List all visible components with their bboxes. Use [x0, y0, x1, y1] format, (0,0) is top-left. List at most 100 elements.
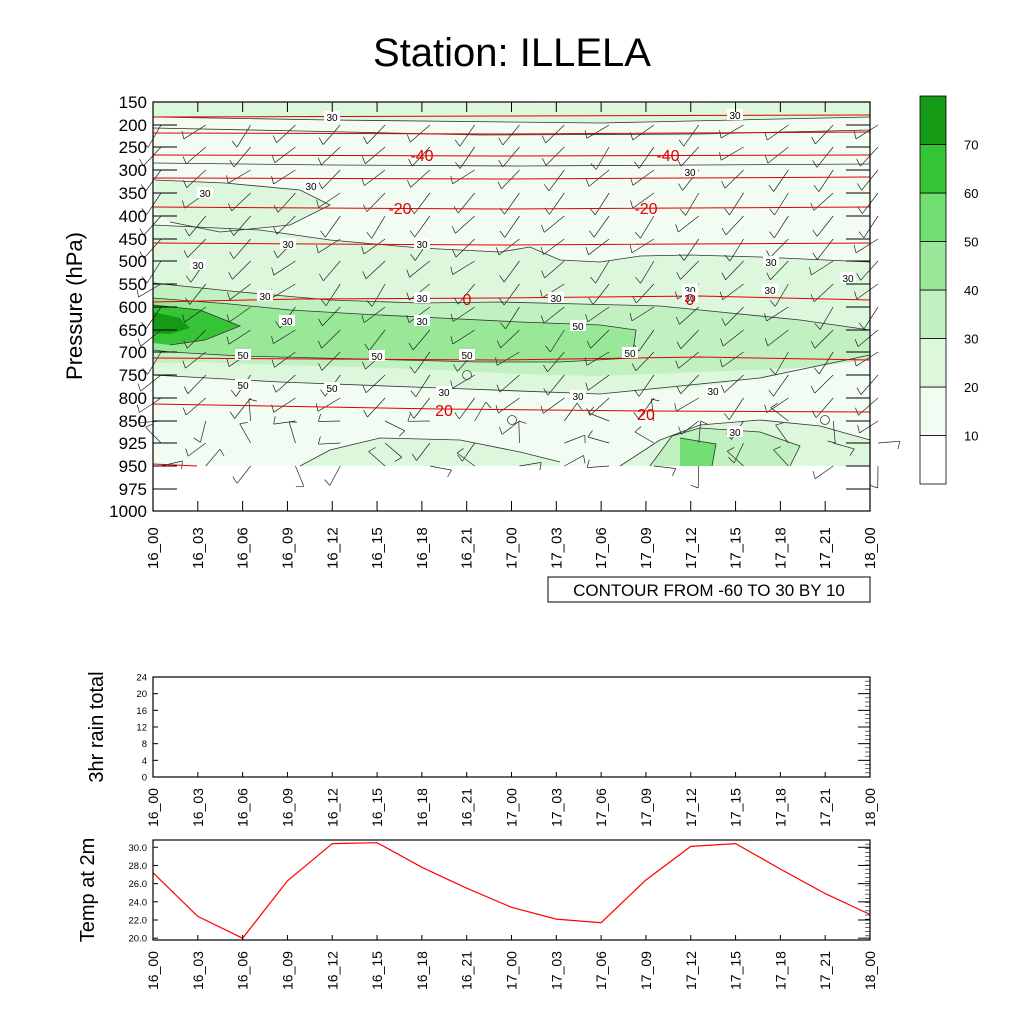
wind-barb-flag: [586, 459, 590, 468]
rain-y-tick-label: 24: [136, 673, 147, 684]
wind-barb: [295, 465, 305, 487]
contour-line: [154, 179, 331, 233]
fill-band: [153, 312, 190, 334]
wind-barb: [228, 329, 251, 345]
wind-barb: [414, 215, 431, 238]
wind-barb: [138, 283, 162, 298]
wind-barb-flag: [768, 389, 774, 397]
green-contour-label: 30: [282, 240, 294, 251]
wind-barb-flag: [452, 249, 457, 258]
wind-barb-flag: [140, 184, 146, 192]
wind-barb-flag: [810, 341, 816, 349]
wind-barb: [638, 374, 655, 397]
wind-barb-flag: [271, 154, 276, 163]
wind-barb-flag: [811, 136, 816, 145]
wind-barb: [590, 329, 610, 349]
colorbar-swatch: [919, 241, 947, 291]
wind-barb-flag: [499, 298, 505, 306]
wind-barb-flag: [229, 228, 234, 236]
wind-barb-flag: [812, 229, 818, 237]
wind-barb-flag: [719, 152, 722, 161]
wind-barb: [459, 124, 475, 147]
wind-barb: [680, 146, 700, 167]
wind-barb: [409, 260, 431, 278]
contour-label-bg: [279, 315, 295, 326]
rain-y-tick-label: 12: [136, 723, 147, 734]
wind-barb-flag: [810, 202, 815, 211]
temp-contour-label: -40: [410, 148, 433, 165]
wind-barb-flag: [362, 361, 366, 370]
contour-line: [152, 297, 637, 363]
wind-barb: [856, 351, 879, 367]
temp-axes: 16_00 16_03 16_06 16_09 16_12 16_15 16_18 16_21…: [129, 839, 878, 990]
temp-contour-label: 20: [435, 403, 453, 420]
wind-barb: [452, 169, 475, 185]
wind-barb: [273, 169, 296, 185]
wind-barb: [273, 420, 296, 425]
wind-barb: [679, 306, 699, 325]
wind-barb-flag: [453, 364, 458, 372]
green-contour-label: 30: [416, 294, 428, 305]
wind-barb: [722, 329, 744, 347]
wind-barb-flag: [583, 455, 586, 464]
wind-barb-flag: [813, 185, 820, 192]
contour-label-bg: [459, 349, 475, 360]
wind-barb-flag: [411, 453, 417, 461]
pressure-tick-label: 750: [119, 366, 147, 385]
wind-barb-flag: [764, 155, 769, 164]
wind-barb: [288, 421, 296, 444]
wind-barb-flag: [273, 205, 279, 213]
wind-barb: [774, 215, 789, 239]
contour-label-bg: [682, 284, 698, 295]
wind-barb: [766, 306, 789, 322]
wind-barb-flag: [451, 225, 456, 234]
pressure-tick-label: 350: [119, 184, 147, 203]
wind-barb-flag: [317, 436, 321, 445]
rain-x-tick-label: 18_00: [862, 788, 878, 827]
temp-y-tick-label: 24.0: [129, 897, 148, 908]
wind-barb-flag: [317, 413, 322, 422]
wind-barb: [729, 192, 744, 216]
wind-barb: [503, 283, 520, 306]
wind-barb: [408, 306, 431, 323]
wind-barb: [321, 351, 341, 371]
green-contour-label: 30: [684, 168, 696, 179]
wind-barb-flag: [545, 345, 551, 353]
wind-barb: [543, 238, 565, 255]
wind-barb-flag: [700, 420, 709, 425]
wind-barb-flag: [814, 323, 821, 330]
wind-barb: [188, 215, 207, 237]
wind-barb: [414, 192, 431, 215]
wind-barb-flag: [229, 251, 235, 259]
wind-barb-flag: [248, 398, 257, 402]
wind-barb: [726, 451, 744, 467]
wind-barb-flag: [674, 291, 678, 300]
wind-barb: [412, 329, 431, 351]
rain-y-tick-label: 4: [142, 756, 147, 767]
wind-barb-flag: [226, 358, 230, 367]
wind-barb: [588, 238, 610, 256]
wind-barb: [595, 260, 610, 284]
temp-x-tick-label: 17_18: [772, 951, 788, 990]
green-contour-label: 50: [326, 384, 338, 395]
wind-barb: [724, 169, 744, 189]
time-tick-label: 17_12: [683, 527, 700, 569]
temp-contour-label: 0: [686, 292, 695, 309]
wind-barb-flag: [854, 291, 858, 300]
wind-barb: [325, 283, 341, 306]
fill-band: [153, 305, 240, 345]
wind-barb: [185, 351, 207, 369]
wind-barb: [683, 124, 700, 147]
contour-label-bg: [762, 284, 778, 295]
wind-barb-flag: [764, 313, 767, 322]
rain-y-tick-label: 0: [142, 773, 147, 784]
contour-label-bg: [622, 347, 638, 358]
rain-y-tick-label: 20: [136, 689, 147, 700]
wind-barb-flag: [275, 321, 281, 329]
rain-x-tick-label: 17_18: [772, 788, 788, 827]
temp-contour-label: -20: [388, 201, 411, 218]
wind-barb-flag: [183, 340, 188, 349]
wind-barb: [429, 465, 452, 471]
wind-barb-flag: [454, 412, 460, 420]
